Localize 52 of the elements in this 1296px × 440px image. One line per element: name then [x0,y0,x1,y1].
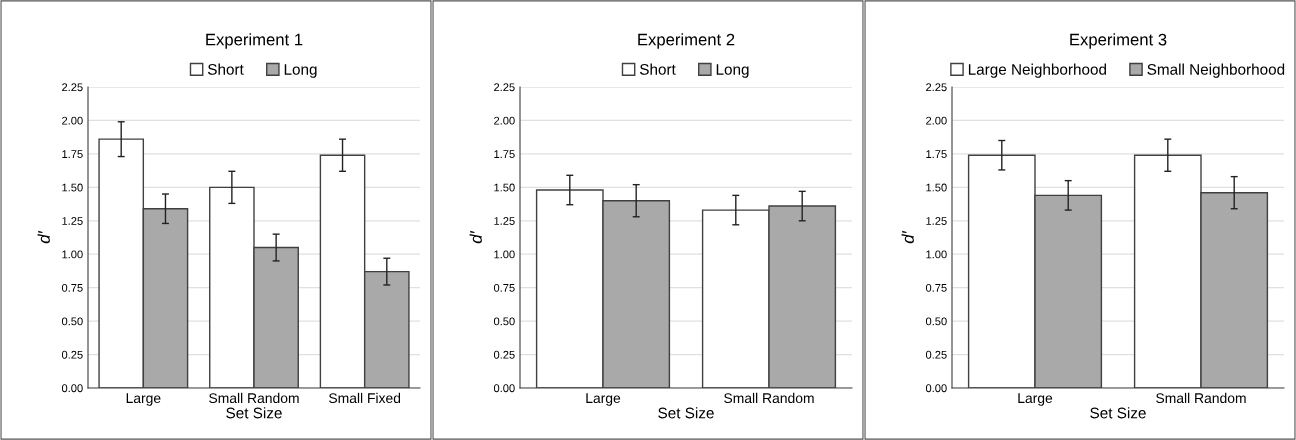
x-tick-label: Small Random [1156,392,1246,404]
y-tick-label: 1.00 [62,250,83,259]
chart-title: Experiment 2 [638,33,735,49]
x-axis-title: Set Size [1090,407,1146,419]
y-tick-label: 1.75 [494,150,515,159]
y-tick-label: 1.50 [926,183,947,192]
y-tick-label: 0.50 [493,317,515,326]
y-tick-label: 0.75 [925,283,947,292]
x-axis-title: Set Size [226,407,282,419]
y-tick-label: 1.75 [62,150,83,159]
y-tick-label: 1.50 [494,183,515,192]
y-tick-label: 2.25 [494,83,515,92]
y-tick-label: 1.00 [926,250,947,259]
y-tick-label: 2.00 [62,116,83,125]
x-tick-label: Large [586,393,621,406]
chart-title: Experiment 3 [1070,33,1167,49]
y-axis-title: d′ [901,230,914,244]
y-tick-label: 1.75 [926,150,947,159]
x-tick-label: Large [1018,393,1053,406]
legend-label: Long [716,64,749,78]
y-tick-label: 0.75 [61,283,83,292]
x-axis-title: Set Size [658,407,714,419]
x-tick-label: Small Random [724,392,814,404]
y-tick-label: 0.25 [925,350,947,359]
y-tick-label: 0.00 [61,384,83,393]
legend-label: Large Neighborhood [968,63,1106,78]
y-tick-label: 1.25 [926,217,947,225]
y-tick-label: 0.50 [61,317,83,326]
y-tick-label: 2.00 [926,116,947,125]
y-tick-label: 0.00 [493,384,515,393]
legend-label: Small Neighborhood [1147,63,1285,78]
y-axis-title: d′ [37,230,50,244]
y-tick-label: 1.00 [494,250,515,259]
y-tick-label: 2.25 [926,83,947,92]
legend-label: Short [639,63,676,75]
x-tick-label: Small Fixed [329,392,401,404]
chart-title: Experiment 1 [206,33,303,49]
y-tick-label: 0.50 [925,317,947,326]
x-tick-label: Large [126,393,161,406]
y-tick-label: 1.25 [62,217,83,225]
y-tick-label: 0.25 [61,350,83,359]
y-tick-label: 0.00 [925,384,947,393]
y-axis-title: d′ [469,230,482,244]
legend-label: Short [207,63,244,75]
y-tick-label: 1.50 [62,183,83,192]
legend-label: Long [284,64,317,78]
y-tick-label: 2.25 [62,83,83,92]
x-tick-label: Small Random [209,392,299,404]
y-tick-label: 1.25 [494,217,515,225]
y-tick-label: 2.00 [494,116,515,125]
y-tick-label: 0.25 [493,350,515,359]
y-tick-label: 0.75 [493,283,515,292]
